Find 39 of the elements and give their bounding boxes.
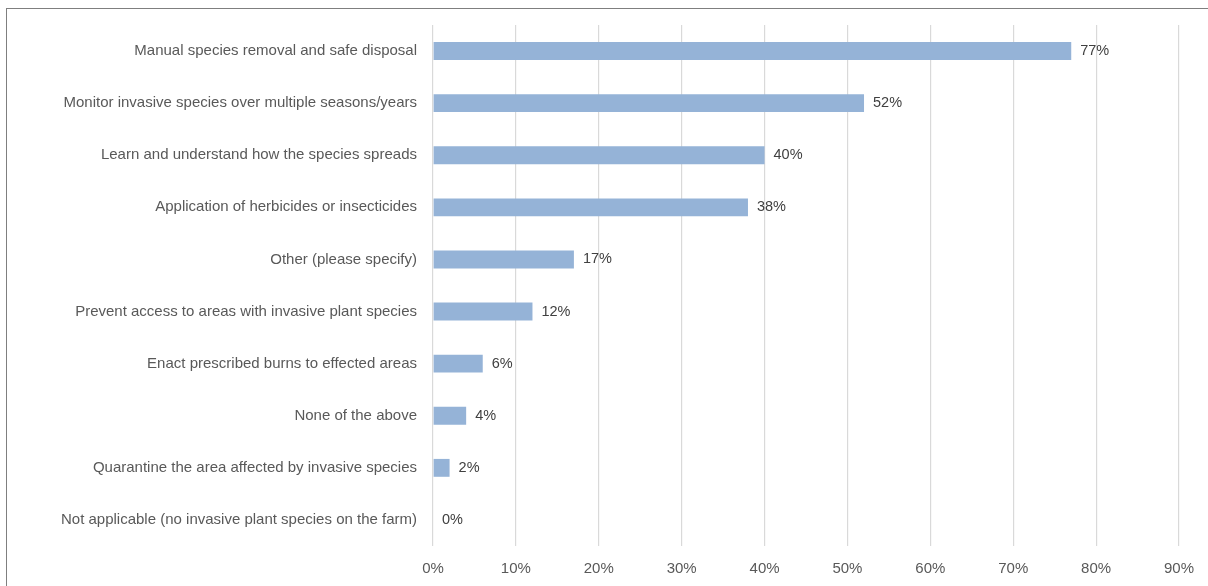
bar	[433, 250, 574, 269]
y-tick-label: Not applicable (no invasive plant species on the farm)	[60, 510, 417, 528]
y-tick-label: Prevent access to areas with invasive plant species	[75, 301, 417, 319]
x-tick-label: 10%	[500, 559, 531, 577]
bar	[433, 94, 865, 113]
y-tick-label: Other (please specify)	[270, 249, 417, 267]
y-tick-label: Monitor invasive species over multiple seasons/years	[63, 93, 417, 111]
y-tick-label: Learn and understand how the species spreads	[100, 145, 417, 163]
bar	[433, 302, 533, 321]
x-tick-label: 40%	[749, 559, 780, 577]
y-tick-label: None of the above	[294, 405, 417, 423]
data-label: 12%	[541, 302, 571, 319]
bar	[433, 198, 748, 217]
data-label: 4%	[475, 406, 497, 423]
y-tick-label: Enact prescribed burns to effected areas	[147, 353, 417, 371]
x-tick-label: 90%	[1163, 559, 1194, 577]
x-tick-label: 0%	[422, 559, 444, 577]
bar	[433, 146, 765, 165]
y-tick-label: Application of herbicides or insecticides	[155, 197, 417, 215]
bar	[433, 42, 1072, 60]
x-tick-label: 60%	[915, 559, 946, 577]
x-tick-label: 50%	[832, 559, 863, 577]
data-label: 52%	[873, 94, 903, 111]
x-tick-label: 30%	[666, 559, 697, 577]
data-label: 17%	[582, 250, 613, 267]
data-label: 38%	[756, 198, 787, 215]
data-label: 40%	[773, 146, 803, 163]
data-label: 6%	[491, 354, 513, 371]
data-label: 0%	[442, 510, 464, 527]
x-tick-label: 80%	[1081, 559, 1112, 577]
bar	[433, 458, 450, 477]
data-label: 77%	[1080, 42, 1110, 59]
y-tick-label: Manual species removal and safe disposal	[134, 41, 417, 59]
data-label: 2%	[458, 458, 480, 475]
y-tick-label: Quarantine the area affected by invasive species	[92, 457, 417, 475]
x-tick-label: 70%	[998, 559, 1029, 577]
bar	[433, 354, 483, 373]
bar	[433, 406, 467, 425]
x-tick-label: 20%	[583, 559, 614, 577]
